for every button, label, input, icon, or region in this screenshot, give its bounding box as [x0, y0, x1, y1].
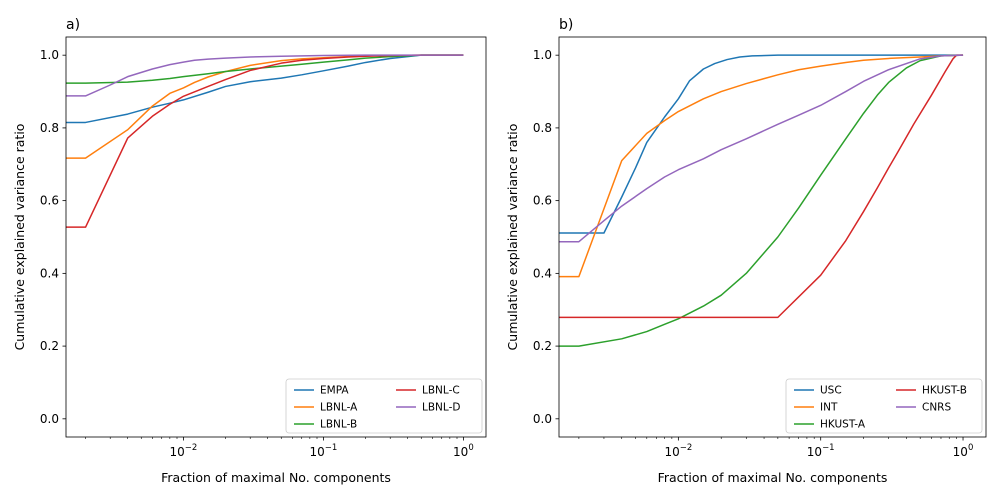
legend-entry: USC [820, 385, 842, 397]
x-tick-label: 10−1 [807, 443, 835, 459]
y-tick-label: 0.0 [40, 412, 59, 426]
legend-entry: EMPA [320, 385, 349, 397]
legend-entry: CNRS [922, 402, 951, 414]
y-tick-label: 0.2 [40, 339, 59, 353]
x-tick-label: 10−2 [664, 443, 692, 459]
legend-entry: LBNL-B [320, 419, 357, 431]
x-tick-label: 10−1 [310, 443, 338, 459]
legend-entry: HKUST-A [820, 419, 866, 431]
y-tick-label: 1.0 [533, 48, 552, 62]
legend-box [785, 378, 983, 434]
y-axis-label: Cumulative explained variance ratio [12, 124, 27, 351]
legend-entry: INT [820, 402, 838, 414]
panel-label: a) [66, 17, 80, 33]
legend-entry: LBNL-C [422, 385, 460, 397]
plot-frame [558, 36, 987, 438]
x-axis-label: Fraction of maximal No. components [658, 470, 888, 485]
legend-entry: HKUST-B [922, 385, 967, 397]
series-group [66, 54, 464, 228]
x-axis-label: Fraction of maximal No. components [161, 470, 391, 485]
y-tick-label: 0.4 [40, 266, 59, 280]
series-line-lbnl-b [66, 54, 464, 84]
y-tick-label: 0.6 [40, 194, 59, 208]
plot-frame [65, 36, 487, 438]
series-line-empa [66, 54, 464, 124]
y-tick-label: 0.0 [533, 412, 552, 426]
series-line-usc [559, 54, 964, 234]
series-line-lbnl-a [66, 54, 464, 159]
series-line-lbnl-c [66, 54, 464, 228]
legend-entry: LBNL-D [422, 402, 460, 414]
legend: EMPA LBNL-A LBNL-B LBNL-C LBNL-D [285, 378, 483, 434]
chart-panel-0: 10−2 10−1 100 0.0 0.2 0.4 0.6 0.8 1.0 Fraction of… [12, 17, 487, 485]
y-tick-label: 1.0 [40, 48, 59, 62]
series-line-int [559, 54, 964, 278]
y-axis-label: Cumulative explained variance ratio [505, 124, 520, 351]
y-tick-label: 0.6 [533, 194, 552, 208]
series-line-cnrs [559, 54, 964, 243]
y-tick-label: 0.2 [533, 339, 552, 353]
series-line-hkust-b [559, 54, 964, 319]
y-tick-label: 0.4 [533, 266, 552, 280]
series-line-lbnl-d [66, 54, 464, 97]
series-group [559, 54, 964, 347]
legend-box [285, 378, 483, 434]
legend: USC INT HKUST-A HKUST-B CNRS [785, 378, 983, 434]
x-tick-label: 100 [953, 443, 974, 459]
legend-entry: LBNL-A [320, 402, 358, 414]
panel-label: b) [559, 17, 573, 33]
y-tick-label: 0.8 [533, 121, 552, 135]
x-tick-label: 100 [453, 443, 474, 459]
series-line-hkust-a [559, 54, 964, 347]
y-tick-label: 0.8 [40, 121, 59, 135]
x-tick-label: 10−2 [170, 443, 198, 459]
chart-panel-1: 10−2 10−1 100 0.0 0.2 0.4 0.6 0.8 1.0 Fraction of… [505, 17, 987, 485]
